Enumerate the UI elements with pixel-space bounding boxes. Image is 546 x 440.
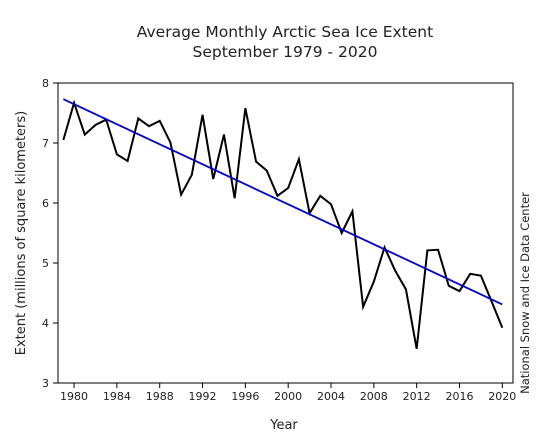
x-tick-label: 2000 <box>274 390 302 403</box>
y-tick-label: 3 <box>42 377 49 390</box>
plot-frame <box>57 82 514 384</box>
y-tick-label: 8 <box>42 77 49 90</box>
y-tick-label: 5 <box>42 257 49 270</box>
chart-title: Average Monthly Arctic Sea Ice Extent <box>137 23 433 41</box>
x-tick-label: 1996 <box>231 390 259 403</box>
x-axis-label: Year <box>269 418 298 433</box>
plot-area: 3 4 5 6 7 8 1980 1984 1988 1992 1996 2000 2004 2008 20… <box>42 77 516 403</box>
x-tick-label: 2016 <box>445 390 473 403</box>
y-tick-label: 6 <box>42 197 49 210</box>
y-tick-label: 7 <box>42 137 49 150</box>
x-tick-label: 1988 <box>146 390 174 403</box>
y-tick-label: 4 <box>42 317 49 330</box>
x-tick-label: 2020 <box>488 390 516 403</box>
trend-line <box>62 98 503 306</box>
chart-subtitle: September 1979 - 2020 <box>193 43 378 61</box>
x-tick-label: 1980 <box>60 390 88 403</box>
credit-text: National Snow and Ice Data Center <box>518 192 532 394</box>
x-tick-label: 2004 <box>317 390 345 403</box>
x-tick-label: 1992 <box>189 390 217 403</box>
x-tick-label: 1984 <box>103 390 131 403</box>
x-tick-label: 2012 <box>403 390 431 403</box>
x-tick-label: 2008 <box>360 390 388 403</box>
extent-line <box>62 99 504 349</box>
y-axis-label: Extent (millions of square kilometers) <box>14 111 29 356</box>
